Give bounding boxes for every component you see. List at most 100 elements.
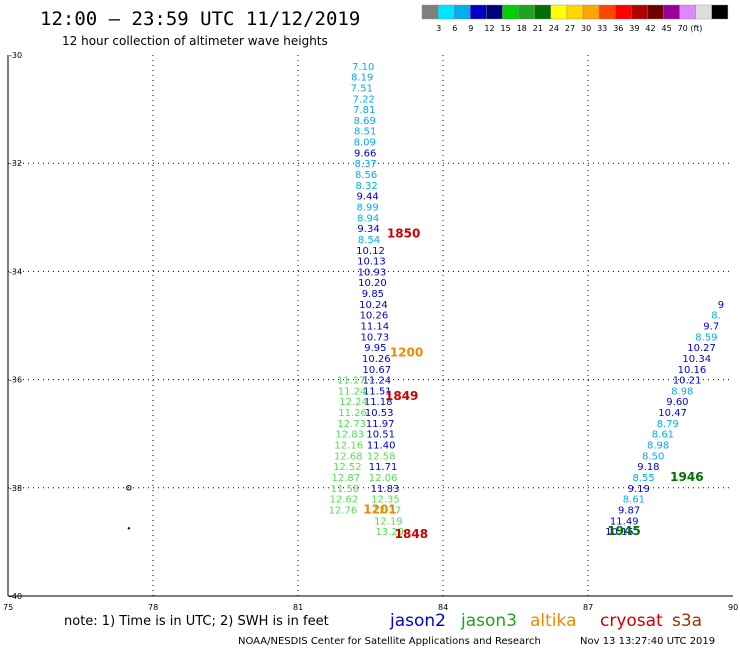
x-tick-label: 75 [3, 603, 13, 612]
swh-value: 12.19 [374, 516, 403, 527]
scale-swatch [421, 4, 439, 20]
satellite-legend-jason2: jason2 [389, 611, 446, 631]
satellite-legend-cryosat: cryosat [600, 611, 663, 631]
swh-value: 8.61 [652, 430, 674, 441]
swh-value: 8.09 [354, 138, 376, 149]
x-tick-label: 87 [583, 603, 593, 612]
swh-value: 10.51 [366, 430, 395, 441]
swh-value: 9.87 [618, 505, 640, 516]
swh-value: 8.61 [623, 495, 645, 506]
scale-swatch [518, 4, 535, 20]
swh-value: 9.95 [364, 343, 386, 354]
swh-value: 10.12 [356, 246, 385, 257]
swh-value: 10.15 [605, 527, 634, 538]
satellite-legend: jason2 jason3 altika cryosat s3a [389, 611, 702, 631]
swh-value: 12.73 [337, 419, 366, 430]
scale-label: 45 [662, 24, 672, 33]
swh-value: 12.77 [373, 505, 402, 516]
swh-value: 11.26 [338, 408, 367, 419]
pass-time-label: 1200 [390, 346, 423, 360]
swh-value: 8.55 [632, 473, 654, 484]
swh-value: 12.87 [332, 473, 361, 484]
swh-value: 9.60 [666, 397, 688, 408]
scale-swatch [437, 4, 455, 20]
swh-value: 9.34 [357, 224, 379, 235]
x-tick-label: 84 [438, 603, 448, 612]
y-tick-label: -30 [9, 51, 22, 60]
scale-label: 18 [517, 24, 527, 33]
swh-value: 7.81 [353, 105, 375, 116]
swh-value: 8.32 [356, 181, 378, 192]
pass-time-label: 1850 [387, 227, 420, 241]
scale-label: 36 [613, 24, 623, 33]
scale-label: 6 [452, 24, 457, 33]
scale-swatch [679, 4, 696, 20]
swh-value: 8.54 [358, 235, 380, 246]
swh-values: 7.108.197.517.227.818.698.518.099.668.37… [329, 62, 724, 538]
satellite-legend-jason3: jason3 [460, 611, 517, 631]
swh-value: 10.21 [673, 376, 702, 387]
color-scale-legend: 3 6 9 12 15 18 21 24 27 30 33 36 39 42 45 70 (ft) [421, 4, 729, 33]
swh-value: 9.18 [637, 462, 659, 473]
swh-value: 11.71 [369, 462, 398, 473]
legend-note: note: 1) Time is in UTC; 2) SWH is in fe… [64, 614, 329, 629]
swh-value: 11.17 [337, 376, 366, 387]
y-tick-label: -34 [9, 267, 22, 276]
x-tick-label: 90 [728, 603, 738, 612]
scale-swatch [615, 4, 632, 20]
scale-swatch [663, 4, 680, 20]
swh-value: 10.20 [358, 278, 387, 289]
swh-value: 8.69 [354, 116, 376, 127]
swh-value: 9.19 [628, 484, 650, 495]
swh-value: 10.67 [362, 365, 391, 376]
swh-value: 8.94 [357, 213, 379, 224]
swh-value: 11.24 [338, 386, 367, 397]
swh-value: 11.58 [331, 484, 360, 495]
plot-frame [7, 55, 733, 597]
land-markers [126, 485, 132, 530]
footer-timestamp: Nov 13 13:27:40 UTC 2019 [580, 636, 715, 647]
scale-label: 33 [597, 24, 607, 33]
swh-value: 11.14 [361, 322, 390, 333]
swh-value: 10.26 [360, 311, 389, 322]
swh-value: 8.50 [642, 451, 664, 462]
x-tick-label: 81 [293, 603, 303, 612]
scale-swatch [502, 4, 519, 20]
swh-value: 10.27 [687, 343, 716, 354]
swh-value: 8.19 [351, 73, 373, 84]
scale-label: 39 [629, 24, 639, 33]
pass-time-label: 1946 [670, 470, 703, 484]
y-tick-label: -38 [9, 484, 22, 493]
swh-value: 13.29 [376, 527, 405, 538]
y-tick-label: -36 [9, 376, 22, 385]
scale-swatch [534, 4, 552, 20]
swh-value: 10.73 [361, 332, 390, 343]
swh-value: 7.10 [352, 62, 374, 73]
swh-value: 8.99 [356, 202, 378, 213]
swh-value: 12.83 [335, 430, 364, 441]
swh-value: 12.62 [330, 495, 359, 506]
scale-label: 70 (ft) [678, 24, 703, 33]
land-ring [126, 485, 132, 491]
swh-value: 8.59 [695, 332, 717, 343]
swh-value: 10.47 [658, 408, 687, 419]
swh-value: 12.58 [367, 451, 396, 462]
pass-time-labels: 1850 1200 1849 1201 1848 1946 1945 [363, 227, 703, 541]
swh-value: 8.98 [647, 441, 669, 452]
x-tick-label: 78 [148, 603, 158, 612]
satellite-legend-s3a: s3a [672, 611, 702, 631]
swh-value: 8.56 [355, 170, 377, 181]
swh-value: 9.7 [703, 322, 719, 333]
scale-swatch [486, 4, 503, 20]
y-tick-label: -40 [9, 592, 22, 601]
swh-value: 8. [711, 311, 721, 322]
scale-swatch [631, 4, 648, 20]
scale-label: 9 [468, 24, 473, 33]
swh-value: 12.24 [339, 397, 368, 408]
scale-label: 24 [549, 24, 559, 33]
scale-swatch [711, 4, 729, 20]
scale-label: 30 [581, 24, 591, 33]
swh-value: 12.35 [371, 495, 400, 506]
scale-swatch [695, 4, 713, 20]
